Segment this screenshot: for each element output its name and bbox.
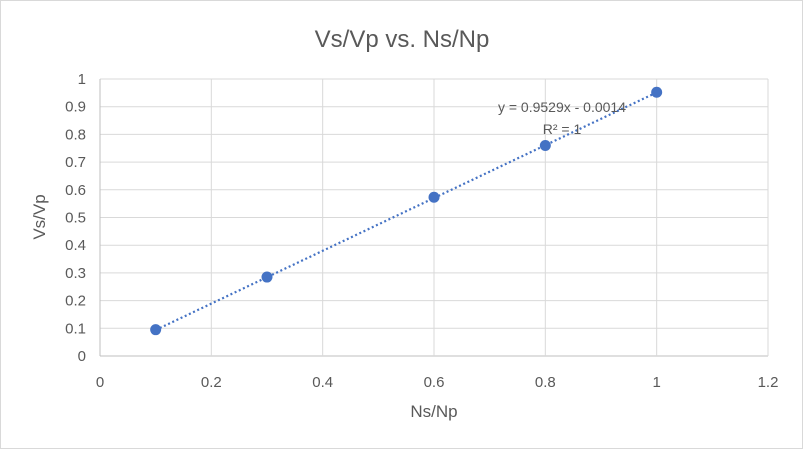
data-point <box>651 86 663 98</box>
x-tick-label: 0.6 <box>424 374 445 391</box>
x-tick-label: 1.2 <box>758 374 779 391</box>
trendline-group <box>155 91 658 331</box>
x-tick-label: 0.4 <box>312 374 333 391</box>
data-point <box>261 271 273 283</box>
x-tick-label: 0.8 <box>535 374 556 391</box>
data-point <box>428 191 440 203</box>
x-tick-label: 0.2 <box>201 374 222 391</box>
trendline-r2: R² = 1 <box>543 121 582 137</box>
gridlines <box>99 78 769 357</box>
tick-labels: 0 0.1 0.2 0.3 0.4 0.5 0.6 0.7 0.8 0.9 1 0 0.2 0.4 0.6 0… <box>65 71 778 391</box>
x-tick-label: 0 <box>96 374 104 391</box>
y-tick-label: 1 <box>78 71 86 88</box>
y-tick-label: 0.2 <box>65 293 86 310</box>
y-tick-label: 0.7 <box>65 154 86 171</box>
data-point <box>150 324 162 336</box>
y-tick-label: 0.5 <box>65 210 86 227</box>
y-tick-label: 0.4 <box>65 237 86 254</box>
chart-title: Vs/Vp vs. Ns/Np <box>315 26 490 53</box>
y-tick-label: 0.8 <box>65 126 86 143</box>
data-points <box>150 86 663 336</box>
x-tick-label: 1 <box>652 374 660 391</box>
trendline <box>155 91 658 331</box>
y-tick-label: 0.9 <box>65 99 86 116</box>
y-axis-title: Vs/Vp <box>30 194 49 239</box>
data-point <box>539 139 551 151</box>
y-tick-label: 0 <box>78 348 86 365</box>
trendline-equation: y = 0.9529x - 0.0014 <box>498 99 626 115</box>
y-tick-label: 0.1 <box>65 320 86 337</box>
y-tick-label: 0.6 <box>65 182 86 199</box>
x-axis-title: Ns/Np <box>410 402 457 421</box>
y-tick-label: 0.3 <box>65 265 86 282</box>
